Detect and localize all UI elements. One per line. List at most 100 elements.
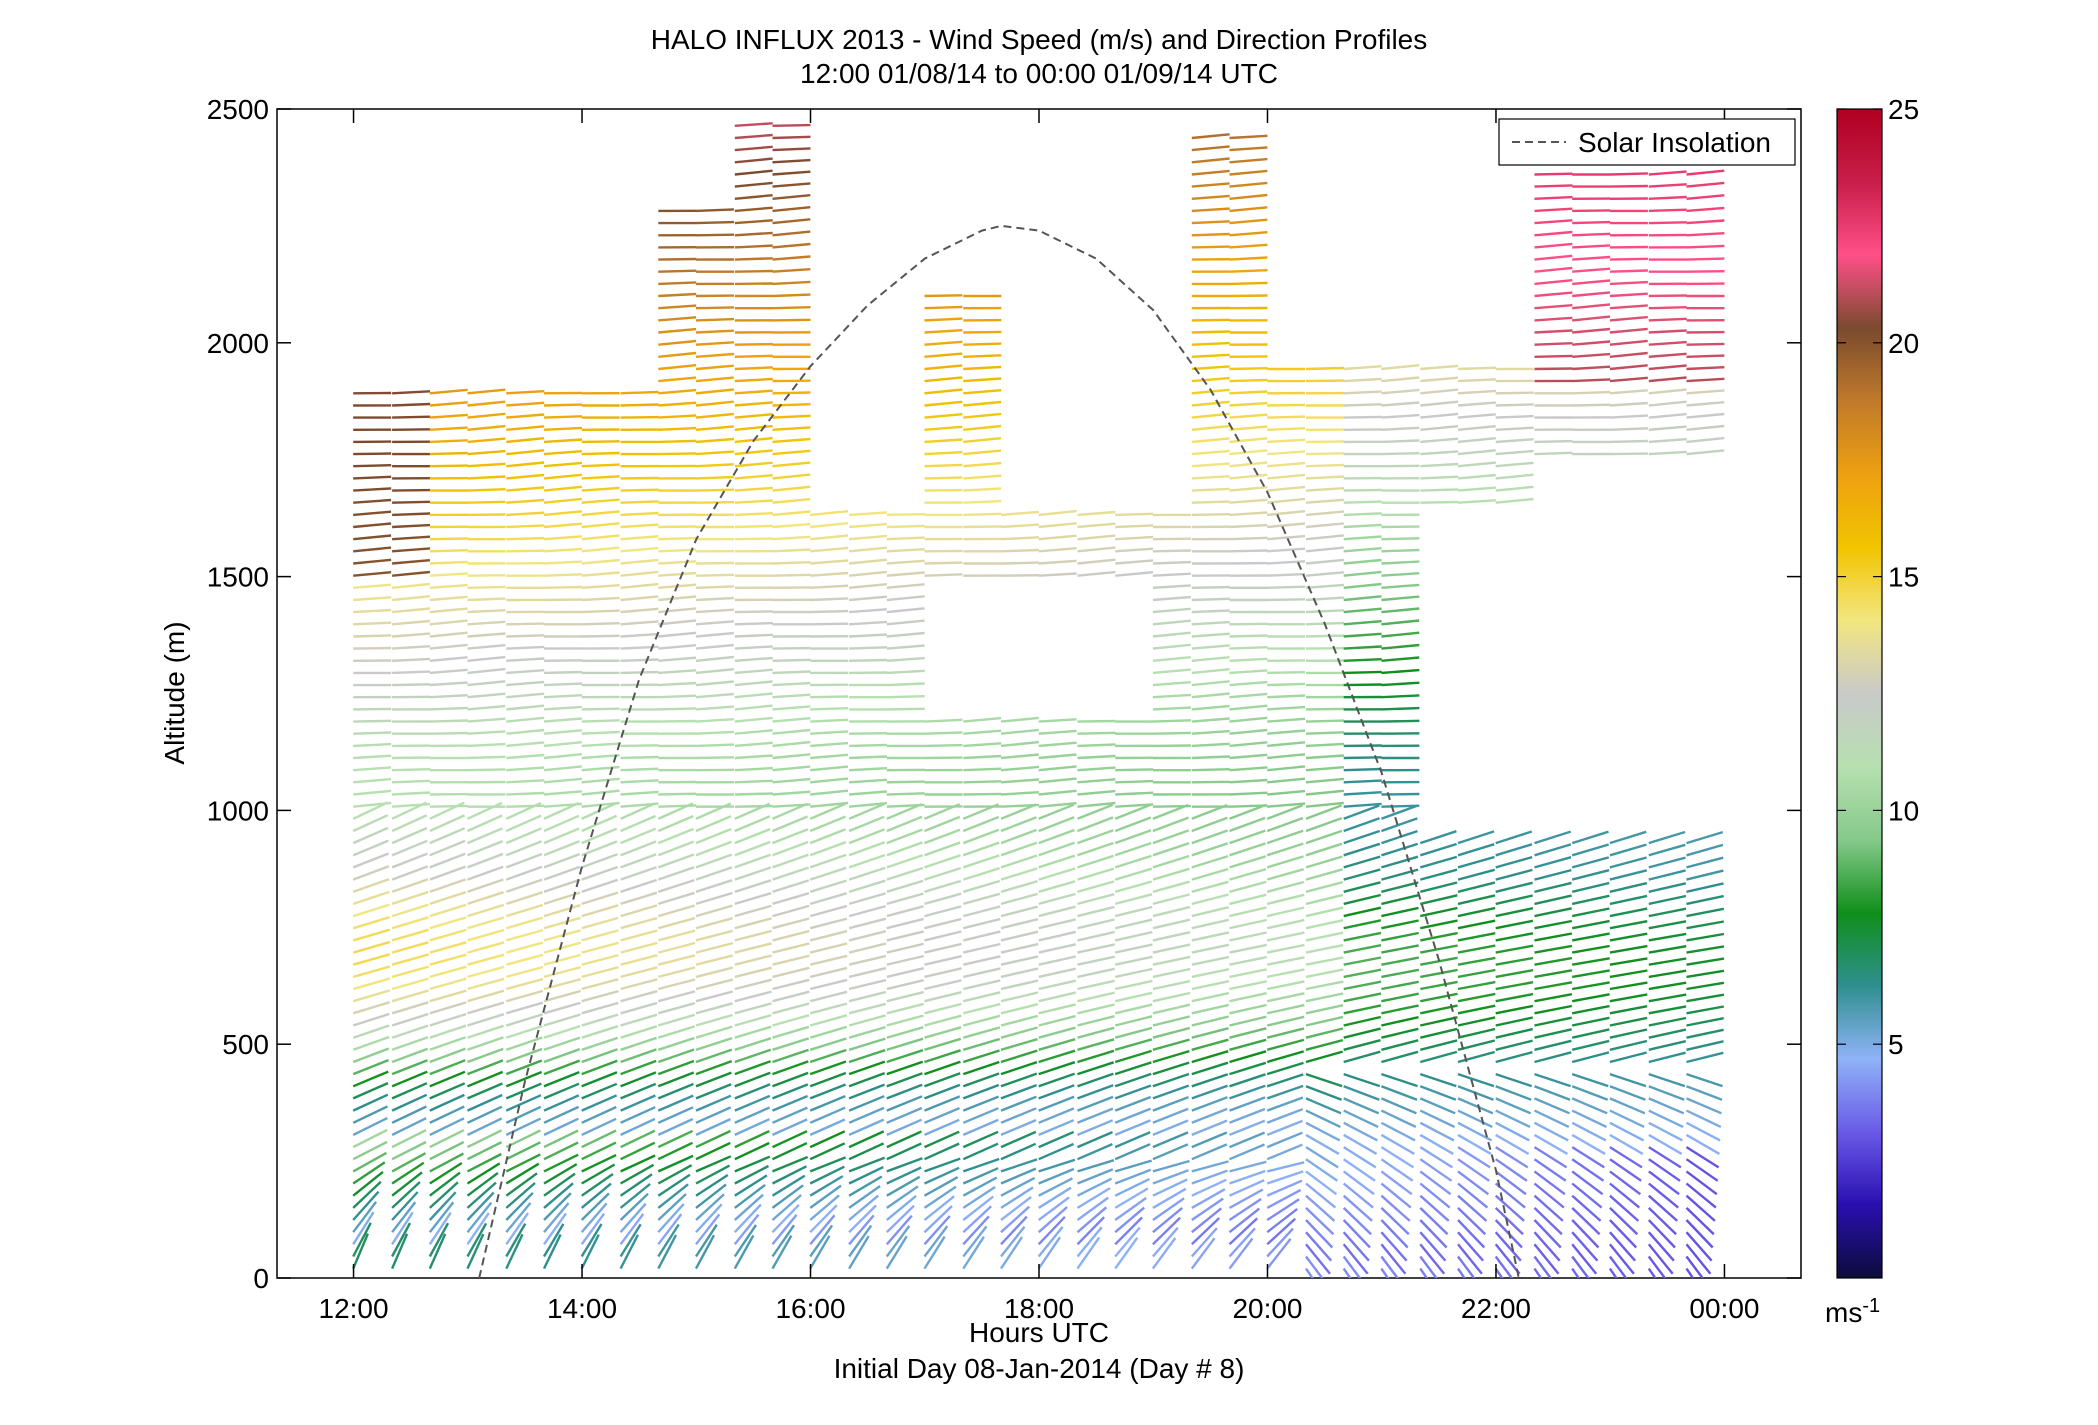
wind-barb bbox=[1686, 1097, 1722, 1115]
wind-barb bbox=[467, 1093, 503, 1112]
wind-barb bbox=[657, 1183, 689, 1209]
wind-barb bbox=[505, 928, 544, 942]
wind-barb bbox=[1152, 668, 1191, 675]
wind-barb bbox=[1572, 390, 1611, 395]
wind-barb bbox=[429, 595, 468, 602]
wind-barb bbox=[429, 439, 468, 444]
wind-barb bbox=[848, 892, 886, 906]
wind-barb bbox=[1571, 1146, 1605, 1169]
wind-barb bbox=[1648, 438, 1687, 444]
wind-barb bbox=[734, 645, 773, 650]
wind-barb bbox=[963, 412, 1002, 419]
wind-barb bbox=[1381, 656, 1420, 662]
wind-barb bbox=[620, 929, 658, 942]
wind-barb bbox=[962, 1195, 994, 1221]
wind-barb bbox=[1572, 291, 1611, 298]
wind-barb bbox=[1228, 1217, 1259, 1246]
wind-barb bbox=[695, 220, 735, 225]
wind-barb bbox=[1534, 316, 1573, 322]
wind-barb bbox=[1420, 437, 1459, 444]
wind-barb bbox=[1305, 816, 1343, 833]
wind-barb bbox=[1381, 956, 1420, 966]
wind-barb bbox=[429, 928, 467, 942]
wind-barb bbox=[1305, 1004, 1344, 1015]
wind-barb bbox=[658, 525, 697, 529]
wind-barb bbox=[1571, 1133, 1606, 1155]
wind-barb bbox=[1648, 957, 1687, 966]
wind-barb bbox=[695, 208, 734, 213]
wind-barb bbox=[581, 522, 620, 529]
wind-barb bbox=[734, 840, 771, 857]
wind-barb bbox=[734, 1106, 771, 1124]
wind-barb bbox=[581, 510, 620, 517]
wind-barb bbox=[620, 658, 659, 662]
wind-barb bbox=[581, 440, 620, 444]
wind-barb bbox=[1152, 979, 1191, 991]
wind-barb bbox=[658, 376, 697, 383]
wind-barb bbox=[809, 1224, 834, 1258]
wind-barb bbox=[392, 657, 431, 662]
wind-barb bbox=[1114, 841, 1152, 857]
wind-barb bbox=[620, 779, 659, 784]
wind-barb bbox=[581, 891, 619, 906]
wind-barb bbox=[809, 1142, 846, 1161]
wind-barb bbox=[658, 364, 697, 371]
wind-barb bbox=[620, 632, 659, 638]
wind-barb bbox=[467, 755, 506, 760]
wind-barb bbox=[580, 1202, 608, 1233]
wind-barb bbox=[1648, 1072, 1686, 1088]
wind-barb bbox=[962, 1215, 990, 1246]
wind-barb bbox=[1343, 968, 1382, 979]
wind-barb bbox=[695, 1155, 732, 1173]
wind-barb bbox=[467, 424, 506, 431]
wind-barb bbox=[1152, 1216, 1181, 1246]
wind-barb bbox=[1571, 1051, 1610, 1064]
wind-barb bbox=[734, 1183, 766, 1209]
wind-barb bbox=[505, 1036, 543, 1051]
wind-barb bbox=[1343, 1027, 1381, 1039]
wind-barb bbox=[429, 1117, 465, 1136]
wind-barb bbox=[1457, 1050, 1496, 1064]
wind-barb bbox=[506, 524, 545, 529]
wind-barb bbox=[1229, 1015, 1267, 1027]
wind-barb bbox=[1457, 1133, 1492, 1155]
wind-barb bbox=[1152, 607, 1191, 614]
wind-barb bbox=[1609, 1194, 1640, 1222]
wind-barb bbox=[734, 145, 773, 152]
wind-barb bbox=[1571, 894, 1610, 906]
wind-barb bbox=[1381, 376, 1420, 383]
wind-barb bbox=[543, 1024, 581, 1039]
wind-barb bbox=[391, 928, 429, 942]
wind-barb bbox=[391, 1070, 428, 1088]
wind-barb bbox=[962, 1026, 1001, 1039]
wind-barb bbox=[581, 1036, 619, 1051]
wind-barb bbox=[467, 1082, 503, 1100]
wind-barb bbox=[1267, 415, 1306, 419]
wind-barb bbox=[1114, 1095, 1152, 1112]
wind-barb bbox=[391, 878, 429, 893]
wind-barb bbox=[1305, 804, 1343, 820]
wind-barb bbox=[810, 718, 849, 723]
wind-barb bbox=[1343, 1085, 1380, 1101]
wind-barb bbox=[1000, 753, 1039, 760]
wind-barb bbox=[1229, 893, 1267, 906]
wind-barb bbox=[657, 1082, 694, 1100]
wind-barb bbox=[1648, 981, 1687, 991]
wind-barb bbox=[1229, 1073, 1266, 1088]
wind-barb bbox=[505, 941, 544, 954]
wind-barb bbox=[1038, 816, 1075, 833]
wind-barb bbox=[886, 695, 925, 699]
wind-barb bbox=[1038, 918, 1076, 930]
wind-barb bbox=[543, 753, 582, 760]
wind-barb bbox=[1381, 804, 1420, 808]
wind-barb bbox=[1534, 195, 1573, 200]
wind-barb bbox=[1229, 1027, 1267, 1039]
wind-barb bbox=[695, 866, 733, 881]
wind-barb bbox=[581, 634, 620, 638]
wind-barb bbox=[1077, 766, 1116, 772]
wind-barb bbox=[543, 865, 581, 881]
wind-barb bbox=[1305, 534, 1344, 541]
wind-barb bbox=[1229, 437, 1268, 444]
wind-barb bbox=[1609, 269, 1648, 273]
wind-barb bbox=[505, 1129, 542, 1149]
